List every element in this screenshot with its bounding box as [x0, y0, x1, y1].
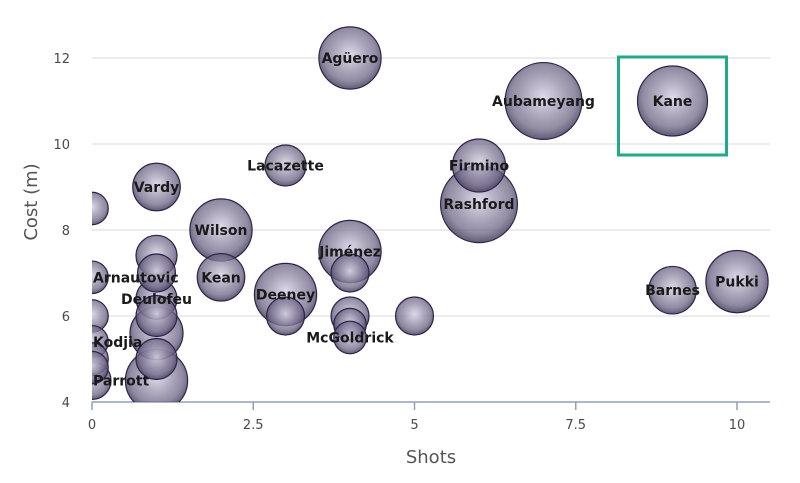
bubble: [196, 252, 246, 302]
highlight-box: [617, 55, 728, 157]
bubble-label: Barnes: [645, 283, 700, 299]
bubble: [92, 191, 109, 226]
x-tick-label: 7.5: [565, 418, 586, 433]
bubble-labels: Agüero Aubameyang Kane Lacazette Firmino Vard…: [93, 51, 759, 390]
bubble: [264, 144, 307, 187]
y-axis-title: Cost (m): [21, 163, 42, 240]
bubble-label: McGoldrick: [306, 331, 394, 347]
bubble-label: Kodjia: [93, 335, 142, 351]
bubble-label: Kane: [653, 94, 693, 110]
bubble-label: Lacazette: [247, 159, 324, 175]
x-axis-ticks: 0 2.5 5 7.5 10: [88, 402, 745, 433]
bubble-label: Agüero: [322, 51, 379, 67]
x-tick-label: 2.5: [243, 418, 264, 433]
bubble-label: Parrott: [93, 374, 149, 390]
bubble: [265, 296, 306, 336]
bubble-label: Kean: [201, 270, 241, 286]
bubble-label: Aubameyang: [492, 94, 595, 110]
y-tick-label: 8: [62, 224, 70, 239]
bubble: [135, 337, 178, 381]
bubble-label: Deeney: [256, 288, 315, 304]
x-tick-label: 5: [410, 418, 418, 433]
bubble: [705, 249, 769, 314]
bubble: [132, 162, 181, 212]
bubble-label: Firmino: [449, 159, 510, 175]
bubble-label: Jiménez: [318, 245, 381, 261]
y-tick-label: 12: [53, 52, 70, 67]
bubble: [330, 253, 370, 293]
bubble: [136, 253, 177, 293]
bubble: [636, 65, 709, 137]
bubble: [135, 294, 178, 338]
bubble: [451, 138, 507, 193]
bubble: [92, 350, 109, 385]
bubble-label: Deulofeu: [121, 292, 192, 308]
y-axis-ticks: 4 6 8 10 12: [53, 52, 70, 411]
y-tick-label: 4: [62, 396, 70, 411]
y-tick-label: 10: [53, 138, 70, 153]
bubble-label: Wilson: [195, 223, 248, 239]
bubble-label: Vardy: [134, 180, 180, 196]
bubbles: [92, 26, 769, 402]
bubble: [333, 320, 367, 355]
bubble-label: Rashford: [443, 197, 514, 213]
x-tick-label: 0: [88, 418, 96, 433]
bubble: [394, 296, 435, 336]
bubble: [318, 26, 382, 90]
x-axis-title: Shots: [406, 447, 456, 468]
bubble: [92, 260, 109, 295]
bubble: [504, 61, 583, 141]
y-tick-label: 6: [62, 310, 70, 325]
bubble-label: Pukki: [715, 275, 759, 291]
x-tick-label: 10: [729, 418, 746, 433]
bubble: [648, 265, 697, 315]
bubble: [92, 299, 109, 333]
bubble-label: Arnautovic: [93, 270, 179, 286]
